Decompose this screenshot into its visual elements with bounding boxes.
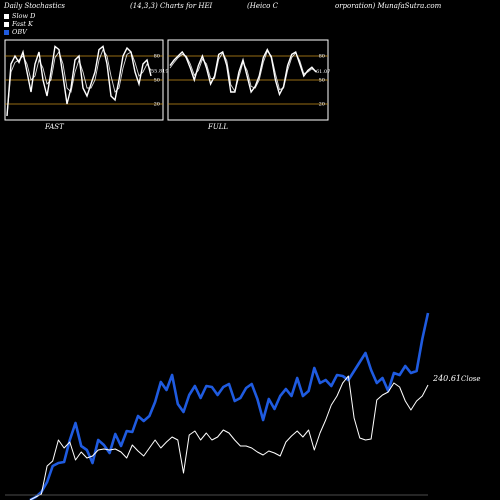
legend-label-obv: OBV	[12, 28, 27, 36]
chart-title-company-a: (Heico C	[247, 2, 278, 10]
full-tick-label-50: 50	[319, 78, 325, 84]
legend-label-slow-d: Slow D	[12, 12, 36, 20]
legend-swatch-fast-k	[4, 22, 9, 27]
chart-title-company-b: orporation) MunafaSutra.com	[335, 2, 442, 10]
close-value-number: 240.61	[432, 374, 461, 383]
legend-obv: OBV	[4, 28, 27, 36]
fast-tick-label-50: 50	[154, 78, 160, 84]
obv-line	[29, 312, 430, 500]
close-price-line	[29, 375, 429, 500]
fast-panel-label: FAST	[44, 123, 65, 131]
fast-series-fast-k	[6, 45, 152, 117]
full-last-value: 61.07	[316, 69, 330, 75]
legend-swatch-obv	[4, 30, 9, 35]
close-value-suffix: Close	[461, 375, 481, 383]
full-series-slow-d	[169, 50, 317, 93]
fast-series-slow-d	[6, 48, 152, 117]
fast-tick-label-20: 20	[154, 102, 160, 108]
legend-fast-k: Fast K	[4, 20, 33, 28]
legend-swatch-slow-d	[4, 14, 9, 19]
fast-tick-label-80: 80	[154, 54, 160, 60]
full-tick-label-20: 20	[319, 102, 325, 108]
chart-title-left: Daily Stochastics	[4, 2, 66, 10]
legend-slow-d: Slow D	[4, 12, 35, 20]
full-series-fast-k	[169, 48, 317, 97]
full-tick-label-80: 80	[319, 54, 325, 60]
chart-title-params: (14,3,3) Charts for HEI	[130, 2, 213, 10]
close-value-label: 240.61Close	[432, 374, 481, 383]
fast-last-value: 55.8190	[151, 68, 172, 74]
legend-label-fast-k: Fast K	[12, 20, 33, 28]
full-panel-label: FULL	[207, 123, 228, 131]
